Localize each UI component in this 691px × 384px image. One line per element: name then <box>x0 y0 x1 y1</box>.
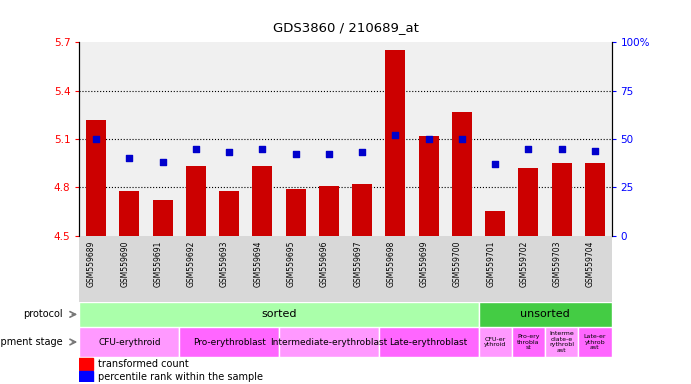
Bar <box>512 327 545 357</box>
Text: GSM559700: GSM559700 <box>453 241 462 288</box>
Bar <box>478 327 512 357</box>
Text: GSM559692: GSM559692 <box>187 241 196 287</box>
Text: protocol: protocol <box>23 310 63 319</box>
Text: development stage: development stage <box>0 337 63 347</box>
Bar <box>585 163 605 236</box>
Bar <box>452 111 472 236</box>
Point <box>290 151 301 157</box>
Point <box>390 132 401 138</box>
Bar <box>86 119 106 236</box>
Text: percentile rank within the sample: percentile rank within the sample <box>98 372 263 382</box>
Text: transformed count: transformed count <box>98 359 189 369</box>
Text: GSM559697: GSM559697 <box>353 241 362 288</box>
Text: Pro-erythroblast: Pro-erythroblast <box>193 338 265 346</box>
Bar <box>120 190 140 236</box>
Bar <box>279 327 379 357</box>
Text: GSM559693: GSM559693 <box>220 241 229 288</box>
Point <box>423 136 434 142</box>
Point <box>257 146 268 152</box>
Text: GSM559689: GSM559689 <box>87 241 96 287</box>
Bar <box>285 189 305 236</box>
Bar <box>478 302 612 327</box>
Bar <box>551 163 571 236</box>
Bar <box>319 186 339 236</box>
Point <box>456 136 467 142</box>
Bar <box>578 327 612 357</box>
Point <box>323 151 334 157</box>
Text: GSM559694: GSM559694 <box>254 241 263 288</box>
Text: sorted: sorted <box>261 310 296 319</box>
Bar <box>419 136 439 236</box>
Bar <box>79 358 93 370</box>
Text: GSM559696: GSM559696 <box>320 241 329 288</box>
Text: GSM559703: GSM559703 <box>553 241 562 288</box>
Point <box>523 146 534 152</box>
Bar <box>153 200 173 236</box>
Text: GSM559702: GSM559702 <box>520 241 529 287</box>
Text: Late-er
ythrob
ast: Late-er ythrob ast <box>584 334 606 350</box>
Text: Late-erythroblast: Late-erythroblast <box>390 338 468 346</box>
Text: GSM559691: GSM559691 <box>153 241 162 287</box>
Point <box>589 147 600 154</box>
Text: GDS3860 / 210689_at: GDS3860 / 210689_at <box>272 21 419 34</box>
Text: GSM559695: GSM559695 <box>287 241 296 288</box>
Bar <box>379 327 478 357</box>
Point <box>157 159 168 165</box>
Point <box>490 161 501 167</box>
Bar <box>219 190 239 236</box>
Text: GSM559698: GSM559698 <box>386 241 395 287</box>
Point <box>224 149 235 156</box>
Bar <box>79 302 478 327</box>
Point <box>124 155 135 161</box>
Text: GSM559690: GSM559690 <box>120 241 129 288</box>
Bar <box>179 327 279 357</box>
Point <box>357 149 368 156</box>
Bar <box>79 371 93 382</box>
Text: CFU-er
ythroid: CFU-er ythroid <box>484 337 507 348</box>
Point <box>556 146 567 152</box>
Bar <box>186 166 206 236</box>
Bar <box>518 168 538 236</box>
Bar <box>386 50 406 236</box>
Text: Intermediate-erythroblast: Intermediate-erythroblast <box>270 338 388 346</box>
Bar <box>485 212 505 236</box>
Text: GSM559701: GSM559701 <box>486 241 495 287</box>
Bar <box>252 166 272 236</box>
Text: GSM559699: GSM559699 <box>419 241 428 288</box>
Text: CFU-erythroid: CFU-erythroid <box>98 338 161 346</box>
Point <box>190 146 201 152</box>
Text: GSM559704: GSM559704 <box>586 241 595 288</box>
Point <box>91 136 102 142</box>
Text: Pro-ery
throbla
st: Pro-ery throbla st <box>517 334 540 350</box>
Bar <box>79 327 179 357</box>
Text: unsorted: unsorted <box>520 310 570 319</box>
Bar <box>352 184 372 236</box>
Text: Interme
diate-e
rythrobl
ast: Interme diate-e rythrobl ast <box>549 331 574 353</box>
Bar <box>545 327 578 357</box>
